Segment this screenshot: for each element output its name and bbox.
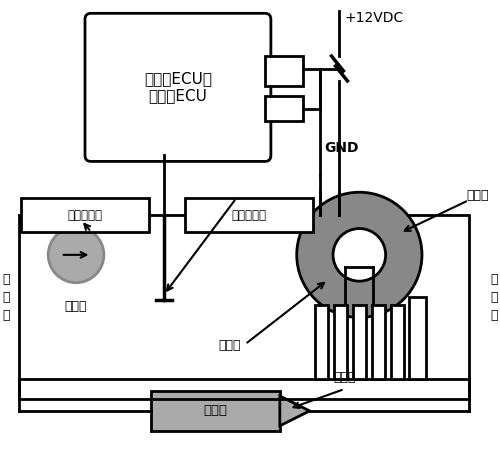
Text: 高
压
管: 高 压 管 (490, 273, 498, 322)
Text: 压缩机: 压缩机 (65, 300, 88, 313)
Text: 蒸发器: 蒸发器 (203, 404, 227, 418)
Bar (334, 305, 347, 379)
Bar (390, 305, 404, 379)
Bar (22, 198, 148, 232)
Bar (265, 56, 302, 86)
Text: 发动机ECU或
电子扇ECU: 发动机ECU或 电子扇ECU (144, 71, 212, 104)
Text: 电子扇: 电子扇 (466, 189, 488, 202)
Circle shape (48, 227, 104, 283)
Bar (315, 305, 328, 379)
Text: 低
压
管: 低 压 管 (2, 273, 10, 322)
Bar (372, 305, 384, 379)
Text: 温度传感器: 温度传感器 (232, 209, 266, 222)
Text: 膨胀阀: 膨胀阀 (333, 371, 355, 384)
Bar (186, 198, 312, 232)
Bar (265, 96, 302, 121)
Polygon shape (280, 396, 310, 426)
Bar (408, 297, 426, 379)
Bar (20, 215, 468, 379)
Text: +12VDC: +12VDC (344, 11, 404, 25)
Text: 高压传感器: 高压传感器 (68, 209, 102, 222)
Bar (353, 305, 366, 379)
Bar (150, 391, 280, 431)
Text: 冷凝器: 冷凝器 (219, 339, 242, 352)
Text: GND: GND (324, 142, 359, 156)
Circle shape (333, 229, 386, 281)
Circle shape (296, 192, 422, 318)
FancyBboxPatch shape (85, 13, 271, 162)
